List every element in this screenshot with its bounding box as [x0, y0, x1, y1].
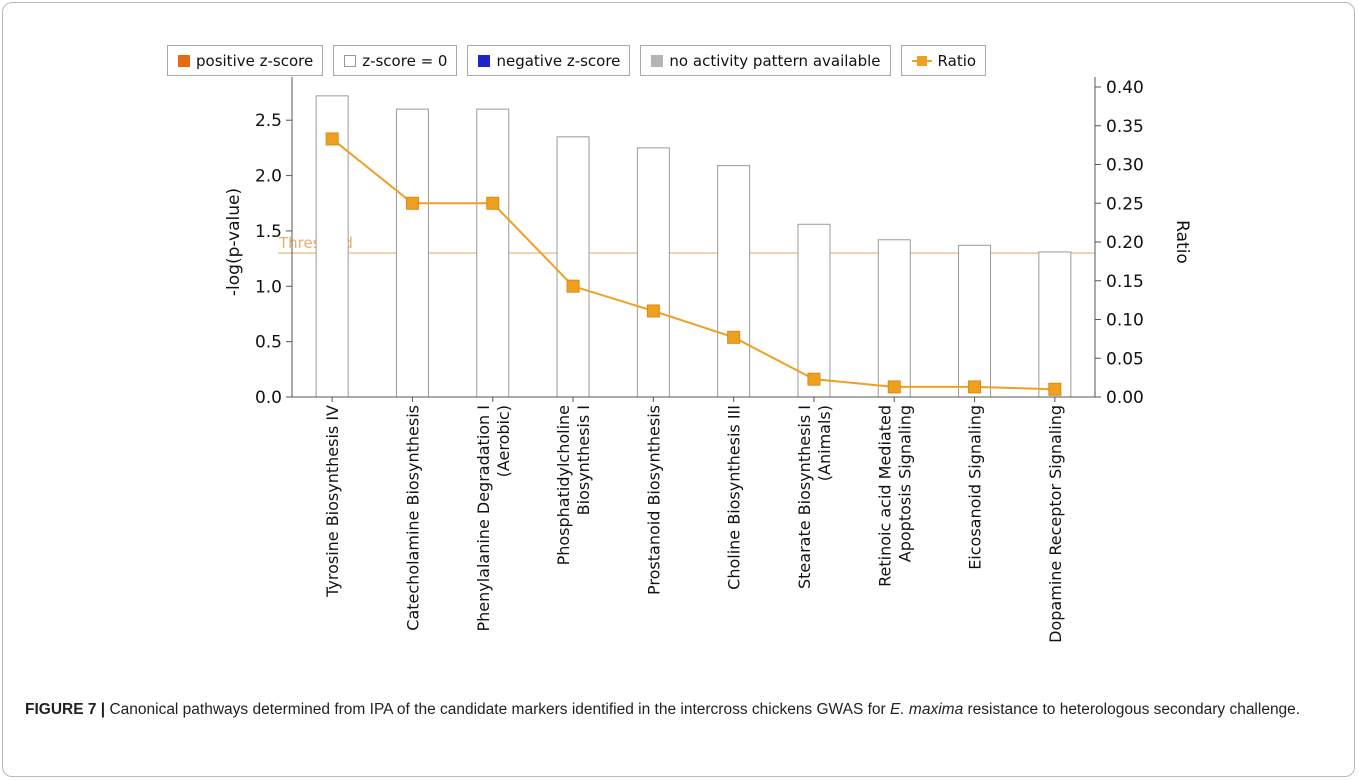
- category-label: PhosphatidylcholineBiosynthesis I: [554, 405, 593, 565]
- bar: [1038, 251, 1072, 398]
- bar: [556, 136, 590, 398]
- bar: [395, 108, 429, 398]
- ratio-line: [331, 138, 1055, 391]
- category-label: Retinoic acid MediatedApoptosis Signalin…: [875, 405, 914, 587]
- category-label-line: Tyrosine Biosynthesis IV: [323, 405, 342, 598]
- right-tick-label: 0.15: [1106, 272, 1144, 292]
- ratio-point: [486, 196, 500, 210]
- left-tick-label: 1.0: [255, 277, 282, 297]
- bar: [877, 239, 911, 398]
- line-marker-icon: [911, 55, 932, 67]
- caption-text-end: resistance to heterologous secondary cha…: [963, 701, 1301, 718]
- category-label-line: Eicosanoid Signaling: [966, 405, 985, 570]
- gray-swatch-icon: [651, 54, 664, 67]
- legend-item-negative-z-score: negative z-score: [467, 45, 631, 76]
- blue-swatch-icon: [478, 54, 491, 67]
- ratio-point: [887, 380, 901, 394]
- category-label-line: (Aerobic): [494, 405, 513, 477]
- category-label-line: Retinoic acid Mediated: [875, 405, 894, 587]
- caption-species: E. maxima: [889, 701, 964, 718]
- right-tick-label: 0.30: [1106, 156, 1144, 176]
- left-tick-label: 1.5: [255, 222, 282, 242]
- legend-label: positive z-score: [196, 51, 314, 70]
- orange-swatch-icon: [178, 54, 190, 67]
- ratio-point: [968, 380, 982, 394]
- legend-item-z-score-zero: z-score = 0: [333, 45, 458, 76]
- ratio-point: [405, 196, 419, 210]
- ratio-point: [325, 132, 339, 146]
- legend-item-no-activity-pattern: no activity pattern available: [640, 45, 891, 76]
- bar: [797, 223, 831, 398]
- left-tick-label: 0.5: [255, 333, 282, 353]
- bar: [636, 147, 670, 398]
- ratio-point: [807, 372, 821, 386]
- legend-label: Ratio: [937, 51, 977, 70]
- caption-text: Canonical pathways determined from IPA o…: [105, 701, 890, 718]
- category-label: Tyrosine Biosynthesis IV: [323, 405, 342, 598]
- right-tick-label: 0.20: [1106, 233, 1144, 253]
- category-label-line: Prostanoid Biosynthesis: [644, 405, 663, 595]
- left-tick-label: 2.5: [255, 111, 282, 131]
- category-label: Dopamine Receptor Signaling: [1046, 405, 1065, 643]
- y2-axis-title: Ratio: [1172, 220, 1192, 264]
- y-axis-title: -log(p-value): [224, 188, 244, 296]
- category-label: Eicosanoid Signaling: [966, 405, 985, 570]
- category-label-line: Apoptosis Signaling: [895, 405, 914, 562]
- white-swatch-icon: [344, 54, 357, 67]
- legend-item-ratio: Ratio: [900, 45, 987, 76]
- category-label-line: Stearate Biosynthesis I: [795, 405, 814, 589]
- category-label-line: Biosynthesis I: [574, 405, 593, 515]
- right-tick-label: 0.35: [1106, 117, 1144, 137]
- caption-label: FIGURE 7 |: [25, 701, 106, 718]
- category-label-line: Choline Biosynthesis III: [725, 405, 744, 590]
- category-label: Choline Biosynthesis III: [725, 405, 744, 590]
- figure-caption: FIGURE 7 | Canonical pathways determined…: [25, 699, 1340, 720]
- bar: [958, 244, 992, 398]
- legend-label: no activity pattern available: [669, 51, 881, 70]
- ratio-point: [566, 279, 580, 293]
- right-tick-label: 0.25: [1106, 194, 1144, 214]
- chart-legend: positive z-score z-score = 0 negative z-…: [167, 45, 987, 76]
- left-tick-label: 0.0: [255, 388, 282, 408]
- pathway-chart: Threshold 0.00.51.01.52.02.50.000.050.10…: [224, 77, 1192, 643]
- category-label: Stearate Biosynthesis I(Animals): [795, 405, 834, 589]
- legend-label: z-score = 0: [362, 51, 448, 70]
- category-label-line: (Animals): [815, 405, 834, 481]
- category-label-line: Phosphatidylcholine: [554, 405, 573, 565]
- right-tick-label: 0.00: [1106, 388, 1144, 408]
- right-tick-label: 0.05: [1106, 349, 1144, 369]
- category-label: Phenylalanine Degradation I(Aerobic): [474, 405, 513, 632]
- right-tick-label: 0.40: [1106, 78, 1144, 98]
- category-label: Catecholamine Biosynthesis: [403, 405, 422, 631]
- bar: [717, 165, 751, 398]
- ratio-point: [1048, 382, 1062, 396]
- right-tick-label: 0.10: [1106, 311, 1144, 331]
- category-label-line: Dopamine Receptor Signaling: [1046, 405, 1065, 643]
- legend-item-positive-z-score: positive z-score: [167, 45, 324, 76]
- category-label: Prostanoid Biosynthesis: [644, 405, 663, 595]
- left-tick-label: 2.0: [255, 167, 282, 187]
- ratio-point: [727, 330, 741, 344]
- legend-label: negative z-score: [496, 51, 621, 70]
- ratio-point: [646, 304, 660, 318]
- category-label-line: Catecholamine Biosynthesis: [403, 405, 422, 631]
- category-label-line: Phenylalanine Degradation I: [474, 405, 493, 632]
- bar: [476, 108, 510, 398]
